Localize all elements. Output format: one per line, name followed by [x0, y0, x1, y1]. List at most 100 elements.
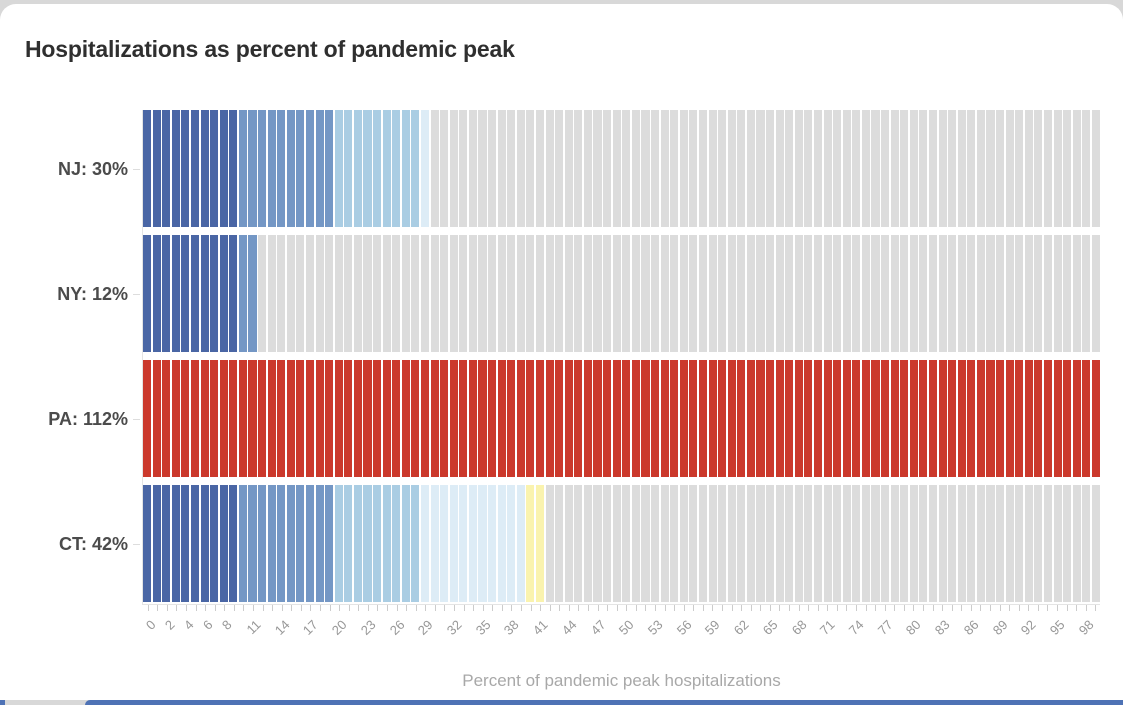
bar-segment	[468, 110, 477, 227]
bar-segment	[861, 110, 870, 227]
bar-segment	[1091, 110, 1100, 227]
bar-segment	[344, 235, 353, 352]
bar-segment	[420, 110, 430, 227]
bar-segment	[363, 110, 372, 227]
bar-segment	[277, 235, 286, 352]
bar-segment	[593, 110, 602, 227]
axis-tick	[243, 605, 245, 611]
bar-segment	[334, 235, 343, 352]
bar-segment	[181, 235, 190, 352]
bar-segment	[670, 235, 679, 352]
bar-segment	[200, 235, 209, 352]
axis-tick	[798, 605, 800, 611]
axis-tick	[894, 605, 896, 611]
bar-segment	[957, 110, 966, 227]
row-label-NY: NY: 12%	[57, 283, 128, 304]
bar-segment	[459, 110, 468, 227]
bar-segment	[928, 485, 938, 602]
bar-segment	[641, 235, 650, 352]
bar-segment	[152, 235, 161, 352]
bar-segment	[813, 235, 823, 352]
bar-segment	[401, 360, 410, 477]
bar-segment	[881, 485, 890, 602]
bar-segment	[727, 235, 736, 352]
bar-segment	[976, 485, 985, 602]
axis-tick	[521, 605, 522, 611]
axis-tick	[970, 605, 972, 611]
bar-segment	[756, 360, 765, 477]
bar-segment	[775, 110, 784, 227]
bar-segment	[248, 485, 257, 602]
bar-segment	[641, 110, 650, 227]
bar-segment	[516, 235, 525, 352]
bar-segment	[583, 110, 592, 227]
bar-segment	[305, 360, 315, 477]
bar-segment	[315, 235, 324, 352]
bar-segment	[229, 485, 238, 602]
bar-segment	[833, 110, 842, 227]
bar-segment	[296, 110, 305, 227]
bar-segment	[143, 485, 152, 602]
axis-tick	[607, 605, 609, 611]
bar-segment	[564, 360, 573, 477]
bar-segment	[1024, 485, 1033, 602]
bar-segment	[727, 360, 736, 477]
bar-segment	[919, 360, 928, 477]
bar-segment	[526, 360, 535, 477]
bar-segment	[258, 110, 267, 227]
bar-segment	[938, 485, 947, 602]
axis-tick	[760, 605, 762, 611]
bar-segment	[890, 235, 899, 352]
bar-segment	[507, 235, 516, 352]
row-label-CT: CT: 42%	[58, 533, 128, 554]
row-label-tick	[133, 293, 140, 295]
axis-tick	[951, 605, 953, 611]
bar-row-CT	[143, 485, 1100, 602]
bar-segment	[411, 485, 420, 602]
bar-segment	[967, 360, 976, 477]
bar-segment	[996, 235, 1005, 352]
bar-segment	[660, 360, 669, 477]
bar-segment	[181, 485, 190, 602]
bar-segment	[325, 360, 334, 477]
bar-segment	[871, 360, 880, 477]
bar-segment	[1043, 235, 1053, 352]
bar-segment	[555, 110, 564, 227]
bar-segment	[488, 110, 497, 227]
bar-segment	[162, 110, 171, 227]
axis-tick	[635, 605, 637, 611]
axis-tick	[817, 605, 819, 611]
bar-segment	[583, 235, 592, 352]
bar-segment	[603, 360, 612, 477]
bar-segment	[583, 485, 592, 602]
bar-segment	[353, 485, 362, 602]
bar-segment	[190, 485, 199, 602]
axis-tick	[540, 605, 542, 611]
bar-segment	[449, 360, 458, 477]
bar-segment	[373, 485, 382, 602]
bar-segment	[545, 235, 554, 352]
bar-segment	[382, 485, 391, 602]
axis-tick	[511, 605, 513, 611]
bar-segment	[718, 485, 727, 602]
bar-segment	[775, 485, 784, 602]
axis-tick	[702, 605, 704, 611]
bar-segment	[919, 110, 928, 227]
bar-segment	[363, 485, 372, 602]
bar-segment	[976, 110, 985, 227]
bar-segment	[392, 235, 401, 352]
axis-tick	[1056, 605, 1058, 611]
bar-segment	[737, 485, 746, 602]
bar-segment	[986, 360, 995, 477]
bar-segment	[1015, 110, 1024, 227]
bar-segment	[1005, 485, 1014, 602]
bar-segment	[861, 360, 870, 477]
bar-segment	[746, 360, 755, 477]
bar-segment	[938, 360, 947, 477]
bar-segment	[996, 360, 1005, 477]
bar-segment	[919, 485, 928, 602]
bar-segment	[430, 110, 439, 227]
bar-segment	[842, 485, 851, 602]
bar-segment	[430, 360, 439, 477]
bar-segment	[785, 110, 794, 227]
